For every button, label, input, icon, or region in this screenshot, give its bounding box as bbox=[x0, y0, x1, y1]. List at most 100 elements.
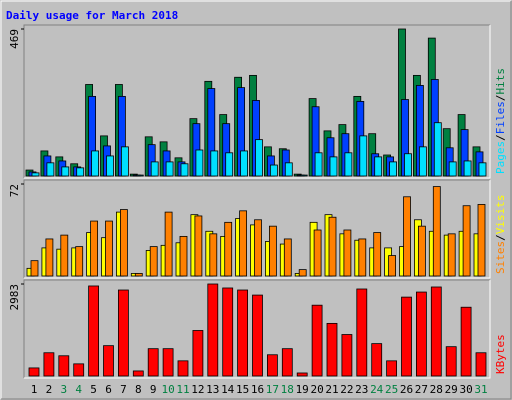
x-tick-label: 2 bbox=[46, 383, 53, 396]
legend-entry: Files bbox=[494, 101, 507, 134]
bar bbox=[373, 232, 382, 277]
legend-entry: KBytes bbox=[494, 334, 507, 374]
x-tick-label: 31 bbox=[474, 383, 487, 396]
x-tick-label: 30 bbox=[459, 383, 472, 396]
bar bbox=[118, 289, 129, 377]
x-tick-label: 9 bbox=[150, 383, 157, 396]
bar bbox=[314, 152, 323, 177]
bar bbox=[329, 156, 338, 177]
bar bbox=[477, 204, 486, 277]
x-tick-label: 8 bbox=[135, 383, 142, 396]
bar bbox=[192, 330, 204, 377]
legend-entry: Sites bbox=[494, 241, 507, 274]
x-tick-label: 12 bbox=[191, 383, 204, 396]
bar bbox=[224, 221, 233, 277]
bar bbox=[254, 219, 262, 277]
bar bbox=[463, 160, 472, 177]
bar bbox=[165, 161, 174, 177]
bar bbox=[268, 225, 277, 277]
bar bbox=[103, 345, 114, 377]
legend-separator: / bbox=[494, 234, 507, 241]
x-tick-label: 22 bbox=[340, 383, 353, 396]
legend-separator: / bbox=[494, 134, 507, 141]
legend-entry: Visits bbox=[494, 195, 507, 235]
panel-frame-light bbox=[24, 180, 491, 279]
y-tick-label: 2983 bbox=[8, 284, 21, 311]
x-tick-label: 19 bbox=[296, 383, 309, 396]
x-tick-label: 28 bbox=[430, 383, 443, 396]
x-tick-label: 23 bbox=[355, 383, 368, 396]
bar bbox=[91, 150, 99, 177]
bar bbox=[298, 269, 307, 277]
bar bbox=[415, 291, 427, 377]
bar bbox=[356, 288, 368, 377]
panel-frame-dark bbox=[23, 279, 490, 378]
legend: Sites/Visits bbox=[494, 195, 507, 275]
x-tick-label: 5 bbox=[90, 383, 97, 396]
bar bbox=[61, 166, 70, 177]
bar bbox=[225, 152, 234, 177]
x-tick-label: 29 bbox=[445, 383, 458, 396]
bar bbox=[403, 196, 411, 277]
bar bbox=[237, 289, 249, 377]
bar bbox=[341, 334, 353, 377]
bar bbox=[209, 233, 218, 277]
bar bbox=[121, 146, 129, 177]
bar bbox=[252, 294, 263, 377]
bar bbox=[195, 149, 204, 177]
bar bbox=[210, 150, 219, 177]
bar bbox=[222, 287, 234, 377]
bar bbox=[135, 174, 144, 177]
bar bbox=[31, 172, 40, 177]
bar bbox=[386, 360, 398, 377]
bar bbox=[447, 233, 456, 277]
bar bbox=[343, 229, 352, 277]
bar bbox=[132, 370, 144, 377]
bar bbox=[284, 162, 293, 177]
bar bbox=[177, 360, 189, 377]
bar bbox=[401, 296, 412, 377]
x-tick-label: 21 bbox=[325, 383, 338, 396]
x-tick-label: 6 bbox=[105, 383, 112, 396]
bar bbox=[389, 161, 398, 177]
x-tick-label: 10 bbox=[161, 383, 174, 396]
bar bbox=[162, 348, 174, 377]
bar bbox=[43, 352, 55, 377]
bar bbox=[283, 238, 292, 277]
bar bbox=[106, 155, 114, 177]
panel-frame-light bbox=[24, 280, 491, 379]
x-tick-label: 16 bbox=[251, 383, 264, 396]
bar bbox=[179, 235, 188, 277]
bar bbox=[58, 355, 70, 377]
x-tick-label: 3 bbox=[60, 383, 67, 396]
bar bbox=[448, 161, 457, 177]
bar bbox=[149, 246, 158, 277]
bar bbox=[432, 186, 441, 277]
bar bbox=[296, 372, 308, 377]
bar bbox=[433, 122, 442, 177]
bar bbox=[269, 164, 278, 177]
legend: Pages/Files/Hits bbox=[494, 68, 507, 174]
bar bbox=[344, 152, 353, 177]
bar bbox=[475, 352, 487, 377]
x-tick-label: 4 bbox=[75, 383, 82, 396]
bar bbox=[311, 304, 323, 377]
legend-entry: Hits bbox=[494, 68, 507, 95]
bar bbox=[281, 348, 293, 377]
bar bbox=[90, 220, 98, 277]
bar bbox=[326, 322, 338, 377]
chart-title: Daily usage for March 2018 bbox=[6, 9, 178, 22]
bar bbox=[430, 286, 442, 377]
bar bbox=[147, 348, 159, 377]
bar bbox=[445, 346, 457, 377]
bar bbox=[75, 246, 84, 277]
bar bbox=[76, 167, 85, 177]
bar bbox=[460, 306, 472, 377]
bar bbox=[299, 174, 308, 177]
bar bbox=[255, 139, 263, 177]
bar bbox=[28, 367, 40, 377]
x-tick-label: 17 bbox=[266, 383, 279, 396]
